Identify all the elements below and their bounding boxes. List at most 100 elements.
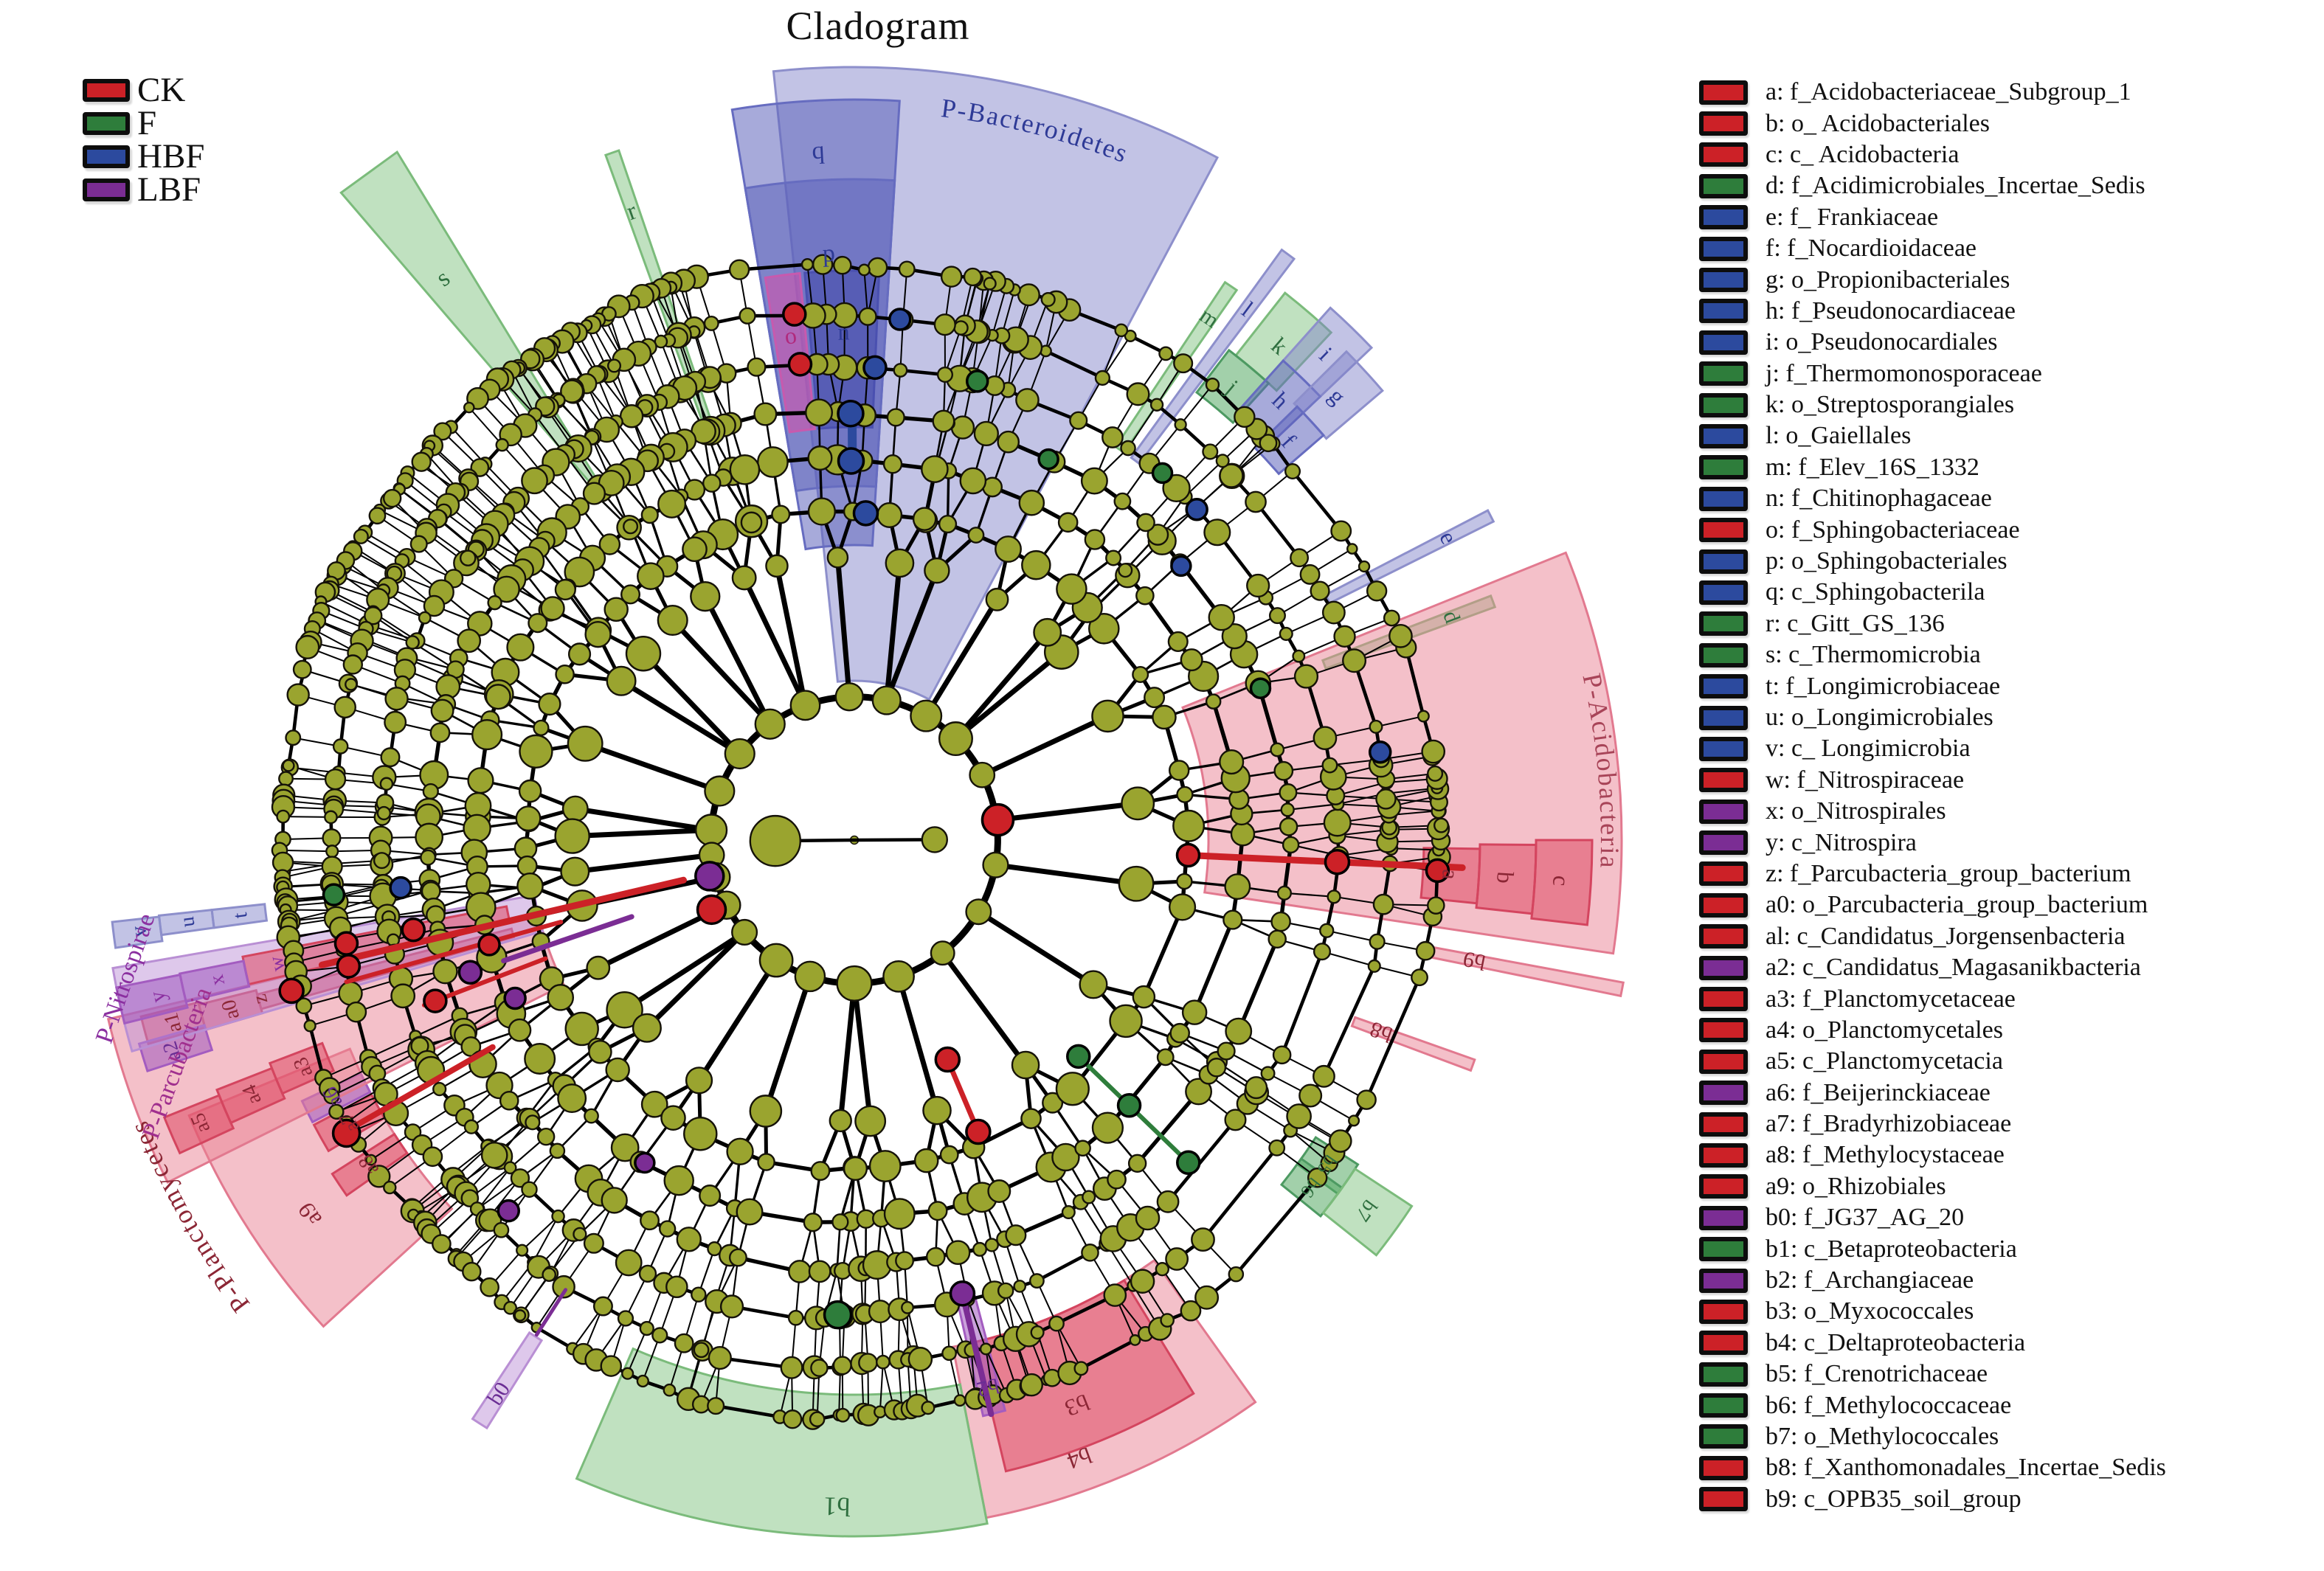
sector-label-y: y bbox=[145, 989, 170, 1005]
tree-layer bbox=[271, 254, 1451, 1430]
legend-swatch bbox=[1699, 173, 1748, 198]
legend-label: l: o_Gaiellales bbox=[1766, 422, 1912, 450]
legend-swatch bbox=[1699, 361, 1748, 386]
legend-item: z: f_Parcubacteria_group_bacterium bbox=[1699, 859, 2166, 889]
legend-item: a0: o_Parcubacteria_group_bacterium bbox=[1699, 889, 2166, 920]
legend-item: a9: o_Rhizobiales bbox=[1699, 1171, 2166, 1202]
legend-label: j: f_Thermomonosporaceae bbox=[1766, 359, 2042, 387]
legend-swatch bbox=[1699, 1487, 1748, 1512]
legend-swatch bbox=[1699, 611, 1748, 637]
highlight-node bbox=[503, 986, 527, 1010]
legend-swatch bbox=[1699, 1081, 1748, 1106]
legend-label: k: o_Streptosporangiales bbox=[1766, 391, 2015, 419]
sector-label-p: p bbox=[822, 240, 836, 268]
legend-item: b7: o_Methylococcales bbox=[1699, 1421, 2166, 1452]
legend-swatch bbox=[1699, 80, 1748, 105]
legend-item: f: f_Nocardioidaceae bbox=[1699, 233, 2166, 264]
legend-swatch bbox=[1699, 955, 1748, 980]
legend-label: b: o_ Acidobacteriales bbox=[1766, 109, 1991, 137]
wedge-a5 bbox=[162, 1094, 235, 1155]
legend-label: al: c_Candidatus_Jorgensenbacteria bbox=[1766, 922, 2126, 950]
highlight-node bbox=[331, 1118, 362, 1148]
legend-label: y: c_Nitrospira bbox=[1766, 828, 1917, 856]
legend-label: h: f_Pseudonocardiaceae bbox=[1766, 296, 2016, 325]
legend-swatch bbox=[83, 112, 130, 135]
sector-label-q: q bbox=[812, 136, 826, 164]
legend-label: w: f_Nitrospiraceae bbox=[1766, 766, 1965, 794]
legend-label: a9: o_Rhizobiales bbox=[1766, 1172, 1946, 1200]
legend-item: e: f_ Frankiaceae bbox=[1699, 202, 2166, 233]
wedge-b7 bbox=[1321, 1167, 1414, 1257]
legend-item: l: o_Gaiellales bbox=[1699, 420, 2166, 451]
legend-item: v: c_ Longimicrobia bbox=[1699, 733, 2166, 764]
highlight-node bbox=[934, 1046, 961, 1073]
legend-item: j: f_Thermomonosporaceae bbox=[1699, 358, 2166, 389]
legend-swatch bbox=[1699, 924, 1748, 949]
legend-item: c: c_ Acidobacteria bbox=[1699, 139, 2166, 170]
legend-label: a5: c_Planctomycetacia bbox=[1766, 1047, 2003, 1075]
legend-item: b0: f_JG37_AG_20 bbox=[1699, 1202, 2166, 1233]
sector-label-b1: b1 bbox=[823, 1491, 851, 1522]
legend-swatch bbox=[1699, 1142, 1748, 1168]
wedge-e bbox=[1324, 509, 1495, 605]
highlights-layer bbox=[278, 302, 1466, 1418]
wedge-b8 bbox=[1350, 1016, 1476, 1072]
legend-swatch bbox=[1699, 1393, 1748, 1418]
legend-label: b6: f_Methylococcaceae bbox=[1766, 1391, 2012, 1419]
highlight-node bbox=[1151, 462, 1174, 485]
legend-item: p: o_Sphingobacteriales bbox=[1699, 546, 2166, 577]
legend-item: a2: c_Candidatus_Magasanikbacteria bbox=[1699, 952, 2166, 983]
legend-swatch bbox=[1699, 518, 1748, 543]
legend-label: p: o_Sphingobacteriales bbox=[1766, 547, 2007, 575]
highlight-node bbox=[389, 875, 412, 900]
legend-label: t: f_Longimicrobiaceae bbox=[1766, 672, 2001, 700]
wedge-s bbox=[339, 150, 605, 495]
highlight-link bbox=[961, 1296, 995, 1418]
highlight-node bbox=[1368, 740, 1392, 764]
legend-item: b2: f_Archangiaceae bbox=[1699, 1265, 2166, 1296]
highlight-node bbox=[477, 933, 501, 957]
legend-label: u: o_Longimicrobiales bbox=[1766, 704, 1993, 731]
legend-swatch bbox=[1699, 330, 1748, 355]
legend-label: b0: f_JG37_AG_20 bbox=[1766, 1204, 1965, 1232]
legend-label: F bbox=[137, 104, 157, 142]
legend-item: g: o_Propionibacteriales bbox=[1699, 264, 2166, 295]
highlight-node bbox=[1249, 677, 1272, 699]
legend-label: z: f_Parcubacteria_group_bacterium bbox=[1766, 859, 2131, 887]
legend-label: b8: f_Xanthomonadales_Incertae_Sedis bbox=[1766, 1454, 2166, 1482]
legend-label: a: f_Acidobacteriaceae_Subgroup_1 bbox=[1766, 78, 2131, 106]
legend-swatch bbox=[1699, 142, 1748, 167]
highlight-link bbox=[344, 920, 564, 985]
legend-item: x: o_Nitrospirales bbox=[1699, 796, 2166, 827]
legend-swatch bbox=[1699, 861, 1748, 887]
highlight-node bbox=[852, 500, 879, 527]
legend-item: h: f_Pseudonocardiaceae bbox=[1699, 296, 2166, 327]
legend-label: b3: o_Myxococcales bbox=[1766, 1297, 1974, 1325]
legend-swatch bbox=[1699, 1299, 1748, 1324]
legend-item: i: o_Pseudonocardiales bbox=[1699, 327, 2166, 358]
highlight-node bbox=[1175, 842, 1201, 868]
legend-item: y: c_Nitrospira bbox=[1699, 827, 2166, 858]
legend-swatch bbox=[1699, 1049, 1748, 1074]
legend-item: a8: f_Methylocystaceae bbox=[1699, 1140, 2166, 1171]
legend-item: a: f_Acidobacteriaceae_Subgroup_1 bbox=[1699, 77, 2166, 108]
legend-label: e: f_ Frankiaceae bbox=[1766, 203, 1939, 231]
highlight-node bbox=[1116, 1093, 1142, 1118]
highlight-node bbox=[837, 399, 865, 428]
taxa-legend: a: f_Acidobacteriaceae_Subgroup_1 b: o_ A… bbox=[1699, 77, 2166, 1515]
highlight-node bbox=[965, 370, 989, 393]
legend-label: x: o_Nitrospirales bbox=[1766, 797, 1946, 825]
legend-item: w: f_Nitrospiraceae bbox=[1699, 765, 2166, 796]
highlight-node bbox=[634, 1151, 656, 1174]
legend-item: LBF bbox=[83, 173, 204, 207]
legend-item: k: o_Streptosporangiales bbox=[1699, 389, 2166, 420]
sector-label-v: v bbox=[126, 925, 152, 939]
legend-label: a4: o_Planctomycetales bbox=[1766, 1016, 2003, 1044]
highlight-node bbox=[1170, 555, 1192, 578]
legend-swatch bbox=[1699, 1018, 1748, 1043]
legend-label: q: c_Sphingobacterila bbox=[1766, 578, 1985, 606]
legend-item: a5: c_Planctomycetacia bbox=[1699, 1046, 2166, 1077]
legend-label: b2: f_Archangiaceae bbox=[1766, 1266, 1974, 1294]
legend-swatch bbox=[1699, 455, 1748, 480]
